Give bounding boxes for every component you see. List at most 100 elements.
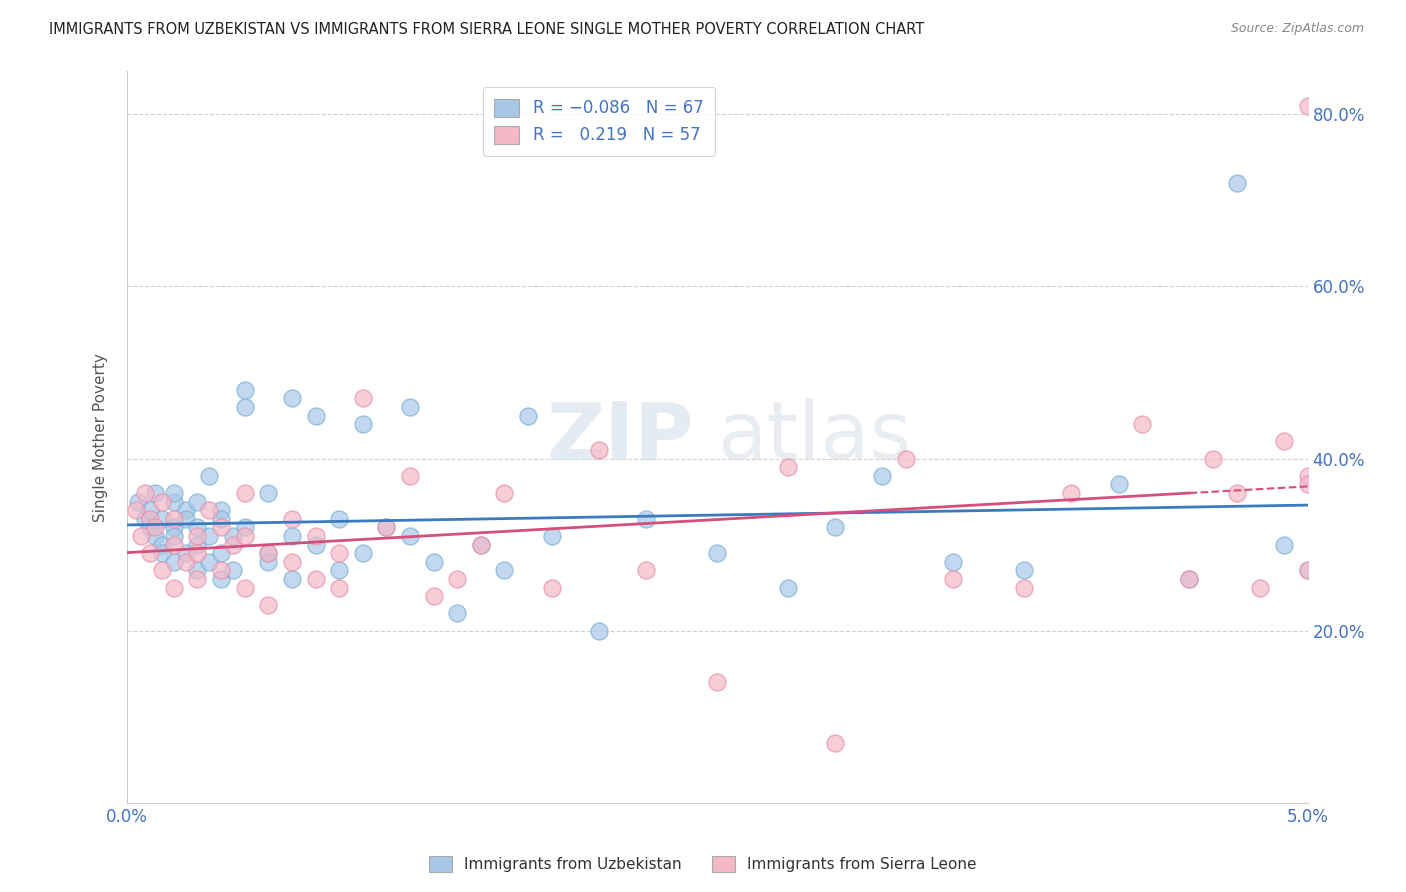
Point [540,581,562,595]
Point [139,520,162,534]
Point [163,486,186,500]
Point [872,468,894,483]
Point [588,442,610,457]
Point [150,538,173,552]
Point [1272,538,1295,552]
Point [281,392,304,406]
Point [257,555,280,569]
Point [399,400,422,414]
Point [494,564,516,578]
Point [636,512,658,526]
Point [706,675,728,690]
Text: atlas: atlas [717,398,911,476]
Text: ZIP: ZIP [546,398,693,476]
Point [281,529,304,543]
Point [198,555,221,569]
Legend: R = −0.086   N = 67, R =   0.219   N = 57: R = −0.086 N = 67, R = 0.219 N = 57 [482,87,716,156]
Point [143,486,166,500]
Point [125,503,148,517]
Legend: Immigrants from Uzbekistan, Immigrants from Sierra Leone: Immigrants from Uzbekistan, Immigrants f… [422,848,984,880]
Point [163,494,186,508]
Point [470,538,492,552]
Point [422,555,444,569]
Point [222,529,245,543]
Point [186,538,208,552]
Point [257,598,280,612]
Point [1226,176,1249,190]
Point [143,520,166,534]
Point [186,572,208,586]
Point [1296,564,1319,578]
Point [636,564,658,578]
Point [1296,564,1319,578]
Point [1130,417,1153,432]
Point [375,520,398,534]
Point [198,529,221,543]
Point [1060,486,1083,500]
Point [174,546,197,560]
Point [209,572,232,586]
Point [186,546,208,560]
Point [163,520,186,534]
Point [942,555,965,569]
Point [209,520,232,534]
Point [328,564,350,578]
Point [1226,486,1249,500]
Point [163,581,186,595]
Point [209,512,232,526]
Point [588,624,610,638]
Point [129,529,152,543]
Point [1202,451,1225,466]
Point [233,486,256,500]
Point [233,581,256,595]
Point [776,460,799,475]
Point [186,520,208,534]
Point [328,512,350,526]
Point [352,417,374,432]
Point [328,546,350,560]
Point [1296,468,1319,483]
Point [1296,477,1319,491]
Point [399,468,422,483]
Point [894,451,917,466]
Point [163,512,186,526]
Point [163,529,186,543]
Point [281,572,304,586]
Point [824,735,846,749]
Point [257,486,280,500]
Point [150,494,173,508]
Point [328,581,350,595]
Point [198,503,221,517]
Point [1178,572,1201,586]
Point [186,494,208,508]
Point [150,546,173,560]
Point [233,400,256,414]
Point [233,383,256,397]
Point [257,546,280,560]
Point [174,512,197,526]
Y-axis label: Single Mother Poverty: Single Mother Poverty [93,352,108,522]
Text: Source: ZipAtlas.com: Source: ZipAtlas.com [1230,22,1364,36]
Point [186,529,208,543]
Point [1272,434,1295,449]
Point [446,607,468,621]
Point [281,555,304,569]
Point [163,555,186,569]
Point [163,538,186,552]
Point [422,589,444,603]
Point [304,409,326,423]
Point [352,392,374,406]
Point [1108,477,1130,491]
Point [352,546,374,560]
Point [257,546,280,560]
Point [186,564,208,578]
Point [233,520,256,534]
Point [399,529,422,543]
Point [942,572,965,586]
Point [222,538,245,552]
Point [143,529,166,543]
Point [375,520,398,534]
Point [174,503,197,517]
Point [1012,564,1035,578]
Point [222,564,245,578]
